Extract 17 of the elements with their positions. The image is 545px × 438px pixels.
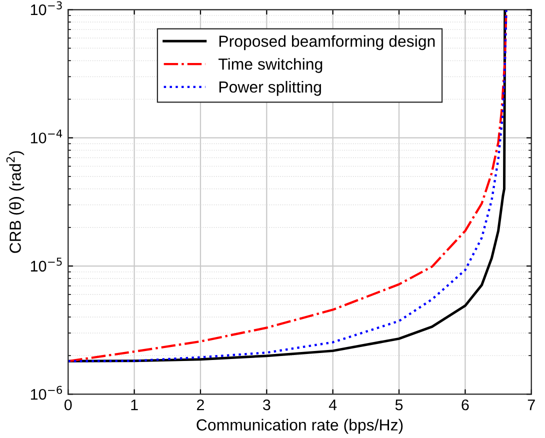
y-axis-title: CRB (θ) (rad$^{2}$) — [6, 151, 24, 253]
y-tick-label: 10$^{−6}$ — [30, 386, 62, 400]
x-tick-label: 3 — [262, 399, 270, 410]
x-axis-title: Communication rate (bps/Hz) — [196, 418, 403, 434]
x-tick-label: 4 — [328, 400, 337, 410]
legend-label: Time switching — [218, 58, 322, 73]
x-tick-label: 5 — [395, 400, 403, 410]
legend-label: Proposed beamforming design — [219, 35, 435, 50]
x-tick-label: 1 — [131, 400, 138, 410]
y-tick-label: 10$^{−5}$ — [30, 258, 62, 272]
x-tick-label: 2 — [197, 399, 204, 410]
x-tick-label: 6 — [462, 399, 469, 410]
y-tick-label: 10$^{−4}$ — [30, 130, 62, 144]
y-tick-label: 10$^{−3}$ — [30, 1, 62, 16]
x-tick-label: 0 — [64, 399, 72, 410]
legend-label: Power splitting — [219, 80, 321, 96]
x-tick-label: 7 — [528, 400, 535, 410]
